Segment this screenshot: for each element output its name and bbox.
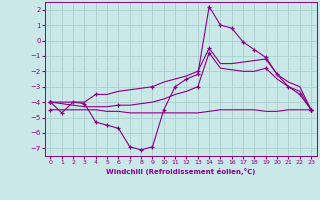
X-axis label: Windchill (Refroidissement éolien,°C): Windchill (Refroidissement éolien,°C) [106, 168, 255, 175]
